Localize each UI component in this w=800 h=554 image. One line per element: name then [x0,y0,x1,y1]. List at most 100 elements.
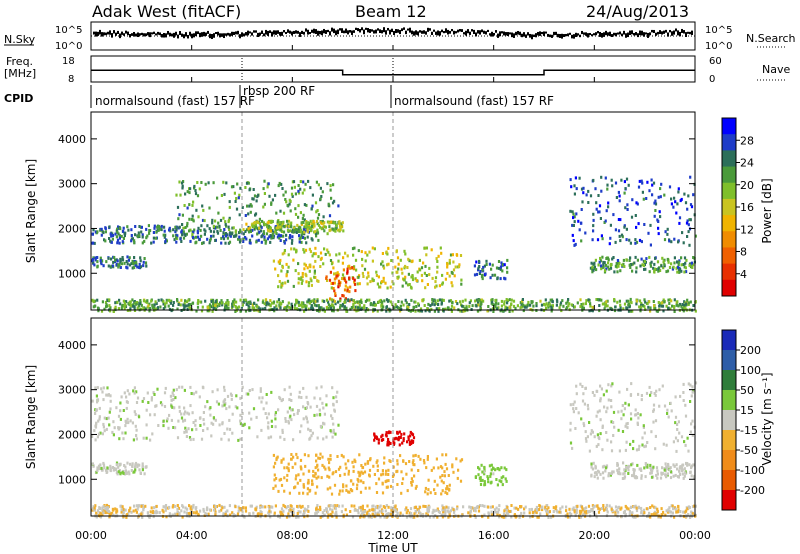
echo-cell [299,478,302,482]
echo-cell [284,417,287,420]
echo-cell [362,481,365,485]
echo-cell [110,234,113,238]
nsky-sample [289,30,291,34]
echo-cell [669,510,672,514]
echo-cell [656,260,660,264]
echo-cell [639,264,642,268]
echo-cell [210,234,213,238]
echo-cell [684,307,687,311]
nsky-sample [197,31,199,35]
echo-cell [647,305,650,309]
nsky-sample [261,30,263,34]
echo-cell [280,459,283,463]
echo-cell [91,435,94,438]
nsky-sample [469,31,471,35]
echo-cell [555,505,558,509]
echo-cell [362,275,365,278]
nsky-sample [609,31,611,37]
echo-cell [130,234,133,237]
echo-cell [312,265,315,269]
echo-cell [627,183,630,187]
echo-cell [300,303,303,307]
nsky-sample [575,32,577,38]
echo-cell [258,222,261,226]
echo-cell [228,427,232,431]
echo-cell [180,240,183,243]
echo-cell [640,469,643,472]
echo-cell [135,302,138,306]
echo-cell [212,230,216,234]
echo-cell [132,509,135,513]
echo-cell [257,306,260,310]
echo-cell [638,238,642,242]
echo-cell [679,394,682,398]
echo-cell [307,481,310,485]
echo-cell [307,281,311,285]
echo-cell [667,260,670,264]
echo-cell [604,302,607,306]
echo-cell [584,231,587,235]
nsky-sample [339,28,341,31]
echo-cell [634,238,637,242]
nsky-sample [189,31,191,36]
echo-cell [409,430,412,434]
echo-cell [329,512,332,516]
echo-cell [668,239,671,243]
echo-cell [404,275,407,279]
echo-cell [134,461,138,465]
echo-cell [270,301,274,305]
echo-cell [613,298,616,301]
echo-cell [386,286,389,290]
echo-cell [352,303,355,306]
echo-cell [141,462,144,466]
echo-cell [222,216,225,220]
echo-cell [498,513,501,517]
echo-cell [250,417,253,421]
echo-cell [690,464,693,468]
echo-cell [548,510,551,514]
echo-cell [520,505,523,509]
echo-cell [394,436,397,440]
echo-cell [642,424,645,428]
echo-cell [667,298,670,302]
echo-cell [310,434,313,438]
echo-cell [220,299,223,303]
echo-cell [524,505,527,509]
echo-cell [312,252,315,256]
echo-cell [646,302,649,306]
colorbar-tick-label: -100 [740,464,765,477]
nsky-sample [175,31,177,36]
echo-cell [487,480,490,484]
echo-cell [395,305,398,309]
echo-cell [635,225,638,229]
echo-cell [248,241,251,245]
echo-cell [130,239,133,243]
echo-cell [417,509,420,513]
echo-cell [449,509,452,513]
echo-cell [601,465,605,469]
echo-cell [168,298,171,302]
nsky-sample [137,32,139,38]
echo-cell [638,305,641,309]
echo-cell [247,181,250,185]
echo-cell [544,298,547,302]
echo-cell [604,507,607,511]
echo-cell [368,508,371,512]
echo-cell [428,266,431,270]
echo-cell [283,241,286,245]
echo-cell [264,412,267,415]
echo-cell [659,187,662,191]
echo-cell [393,306,396,310]
echo-cell [689,265,693,269]
nsky-sample [367,28,369,33]
echo-cell [491,263,494,267]
echo-cell [435,284,438,288]
echo-cell [598,210,601,214]
echo-cell [436,265,439,269]
echo-cell [405,301,408,305]
echo-cell [321,463,324,467]
echo-cell [303,515,306,519]
echo-cell [309,436,312,440]
echo-cell [497,306,500,310]
echo-cell [122,507,125,511]
